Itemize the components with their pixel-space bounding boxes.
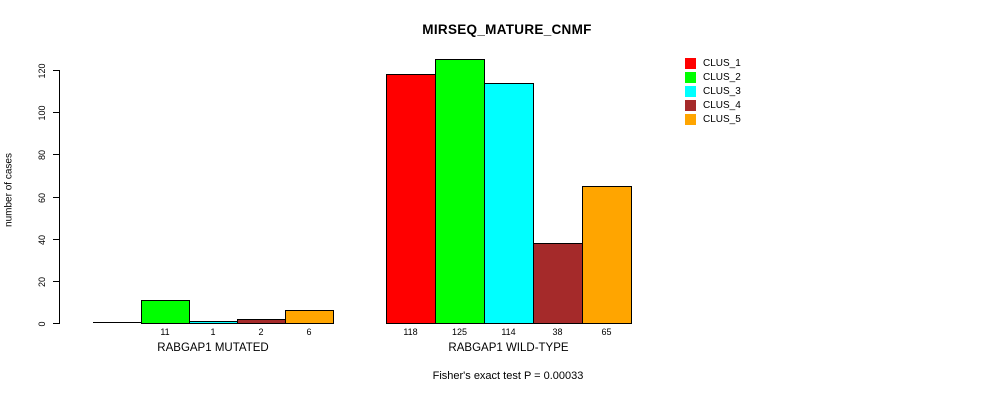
bar-value-label: 114 — [501, 327, 516, 337]
y-axis-tick-label: 60 — [37, 192, 47, 203]
bar-value-label: 1 — [210, 327, 216, 337]
bar-clus_1 — [386, 74, 436, 324]
legend-item: CLUS_3 — [685, 86, 741, 97]
y-axis-tick — [53, 70, 59, 71]
bar-value-label: 118 — [403, 327, 418, 337]
bar-clus_2 — [435, 59, 485, 324]
group-label: RABGAP1 MUTATED — [157, 342, 269, 354]
bar-clus_3 — [484, 83, 534, 324]
bar-clus_5 — [582, 186, 632, 324]
y-axis-tick-label: 40 — [37, 234, 47, 245]
bar-value-label: 38 — [552, 327, 563, 337]
y-axis-tick — [53, 323, 59, 324]
y-axis-tick-label: 20 — [37, 276, 47, 287]
bar-clus_2 — [141, 300, 190, 324]
bar-clus_5 — [285, 310, 334, 324]
legend-swatch-clus_1 — [685, 58, 696, 69]
chart-title: MIRSEQ_MATURE_CNMF — [422, 22, 592, 37]
y-axis-tick — [53, 239, 59, 240]
legend-swatch-clus_4 — [685, 100, 696, 111]
y-axis-line — [59, 70, 60, 324]
y-axis-tick — [53, 281, 59, 282]
legend-item-label: CLUS_2 — [703, 72, 741, 83]
bar-clus_4 — [533, 243, 583, 324]
bar-value-label: 2 — [258, 327, 264, 337]
y-axis-tick-label: 120 — [37, 62, 47, 79]
legend-swatch-clus_2 — [685, 72, 696, 83]
legend-item-label: CLUS_5 — [703, 114, 741, 125]
legend-item: CLUS_1 — [685, 58, 741, 69]
y-axis-tick — [53, 154, 59, 155]
legend-swatch-clus_5 — [685, 114, 696, 125]
legend: CLUS_1 CLUS_2 CLUS_3 CLUS_4 CLUS_5 — [685, 58, 741, 128]
y-axis-tick-label: 0 — [37, 320, 47, 327]
y-axis-label: number of cases — [3, 153, 15, 227]
y-axis-tick — [53, 112, 59, 113]
bar-value-label: 11 — [160, 327, 170, 337]
bar-clus_3 — [189, 321, 238, 324]
group-label: RABGAP1 WILD-TYPE — [448, 342, 569, 354]
y-axis-tick-label: 80 — [37, 149, 47, 160]
bar-value-label: 6 — [306, 327, 312, 337]
fisher-test-note: Fisher's exact test P = 0.00033 — [432, 370, 584, 382]
legend-item: CLUS_5 — [685, 114, 741, 125]
legend-item: CLUS_4 — [685, 100, 741, 111]
legend-item-label: CLUS_1 — [703, 58, 741, 69]
bar-value-label: 65 — [601, 327, 612, 337]
y-axis-tick-label: 100 — [37, 104, 47, 121]
legend-item: CLUS_2 — [685, 72, 741, 83]
bar-clus_4 — [237, 319, 286, 324]
legend-swatch-clus_3 — [685, 86, 696, 97]
y-axis-tick — [53, 197, 59, 198]
bar-clus_1 — [93, 322, 141, 323]
legend-item-label: CLUS_3 — [703, 86, 741, 97]
legend-item-label: CLUS_4 — [703, 100, 741, 111]
bar-value-label: 125 — [451, 327, 468, 337]
